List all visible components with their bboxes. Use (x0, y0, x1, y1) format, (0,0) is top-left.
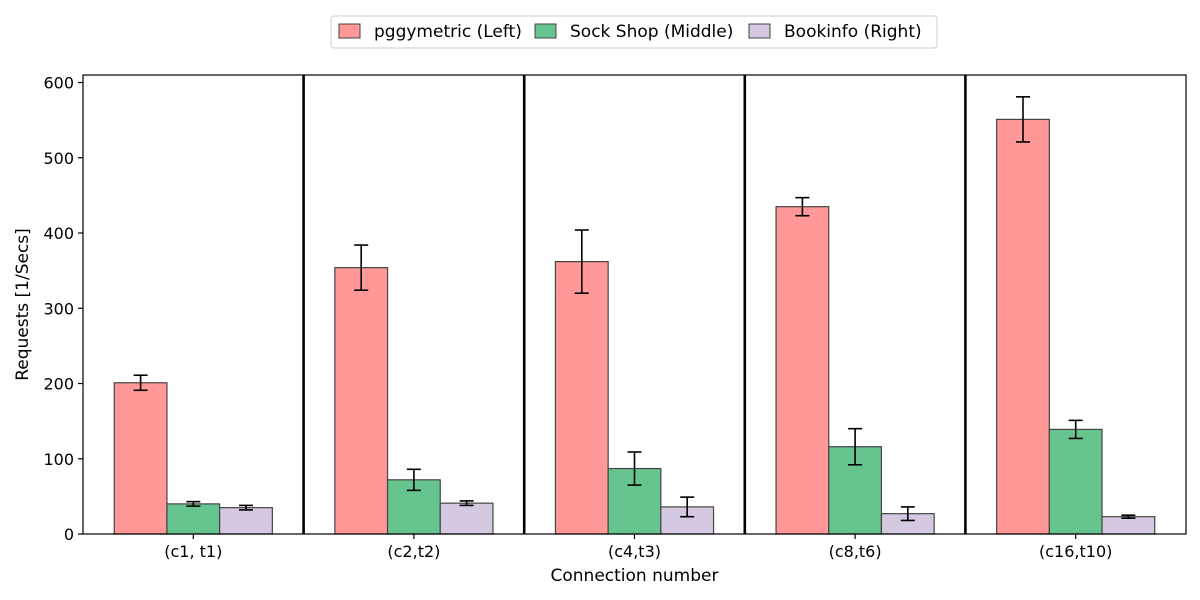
y-tick-label-4: 400 (43, 224, 74, 243)
bar-3-2 (439, 502, 494, 535)
legend-box (330, 15, 938, 49)
legend-label-1: pggymetric (Left) (374, 22, 522, 42)
bars-layer (113, 96, 1156, 535)
error-bar-3-1 (239, 504, 253, 511)
y-tick-label-0: 0 (64, 525, 74, 544)
error-bar-1-3 (574, 229, 589, 295)
x-tick-label-4: (c16,t10) (1039, 542, 1112, 561)
error-bar-2-2 (406, 468, 421, 492)
x-tick-label-1: (c2,t2) (387, 542, 440, 561)
error-bar-2-4 (848, 427, 863, 466)
legend-swatch-1 (338, 23, 361, 39)
x-tick-label-2: (c4,t3) (608, 542, 661, 561)
error-bar-2-3 (627, 451, 642, 486)
y-axis: 0 100 200 300 400 500 600 (43, 74, 83, 544)
error-bar-3-2 (459, 500, 474, 507)
error-bar-2-5 (1068, 419, 1083, 440)
error-bar-3-4 (900, 506, 915, 522)
y-tick-label-5: 500 (43, 149, 74, 168)
y-tick-label-3: 300 (43, 299, 74, 318)
x-axis-label: Connection number (551, 566, 719, 586)
bar-3-1 (219, 507, 273, 535)
error-bar-1-5 (1016, 96, 1030, 143)
bar-1-5 (996, 118, 1050, 535)
group-separators (302, 75, 967, 534)
bar-1-4 (775, 206, 830, 535)
x-tick-label-3: (c8,t6) (829, 542, 882, 561)
bar-2-5 (1048, 428, 1103, 535)
error-bar-3-5 (1121, 514, 1136, 519)
x-axis: (c1, t1) (c2,t2) (c4,t3) (c8,t6) (c16,t10) (164, 534, 1112, 561)
legend-label-2: Sock Shop (Middle) (570, 22, 733, 42)
error-bar-1-4 (795, 196, 810, 217)
y-tick-label-1: 100 (43, 450, 74, 469)
legend: pggymetric (Left) Sock Shop (Middle) Booki… (330, 15, 938, 49)
y-axis-label: Requests [1/Secs] (13, 228, 33, 381)
error-bar-1-2 (354, 244, 369, 292)
x-tick-label-0: (c1, t1) (164, 542, 222, 561)
bar-2-1 (166, 503, 221, 535)
error-bar-1-1 (133, 374, 148, 392)
y-tick-label-2: 200 (43, 375, 74, 394)
bar-1-2 (334, 267, 389, 535)
legend-label-3: Bookinfo (Right) (784, 22, 922, 42)
error-bar-3-3 (680, 496, 695, 518)
legend-swatch-2 (534, 23, 557, 39)
bar-1-1 (113, 382, 168, 535)
bar-3-5 (1101, 516, 1156, 535)
bar-1-3 (554, 261, 609, 535)
y-tick-label-6: 600 (43, 74, 74, 93)
legend-swatch-3 (748, 23, 771, 39)
error-bar-2-1 (186, 500, 201, 507)
